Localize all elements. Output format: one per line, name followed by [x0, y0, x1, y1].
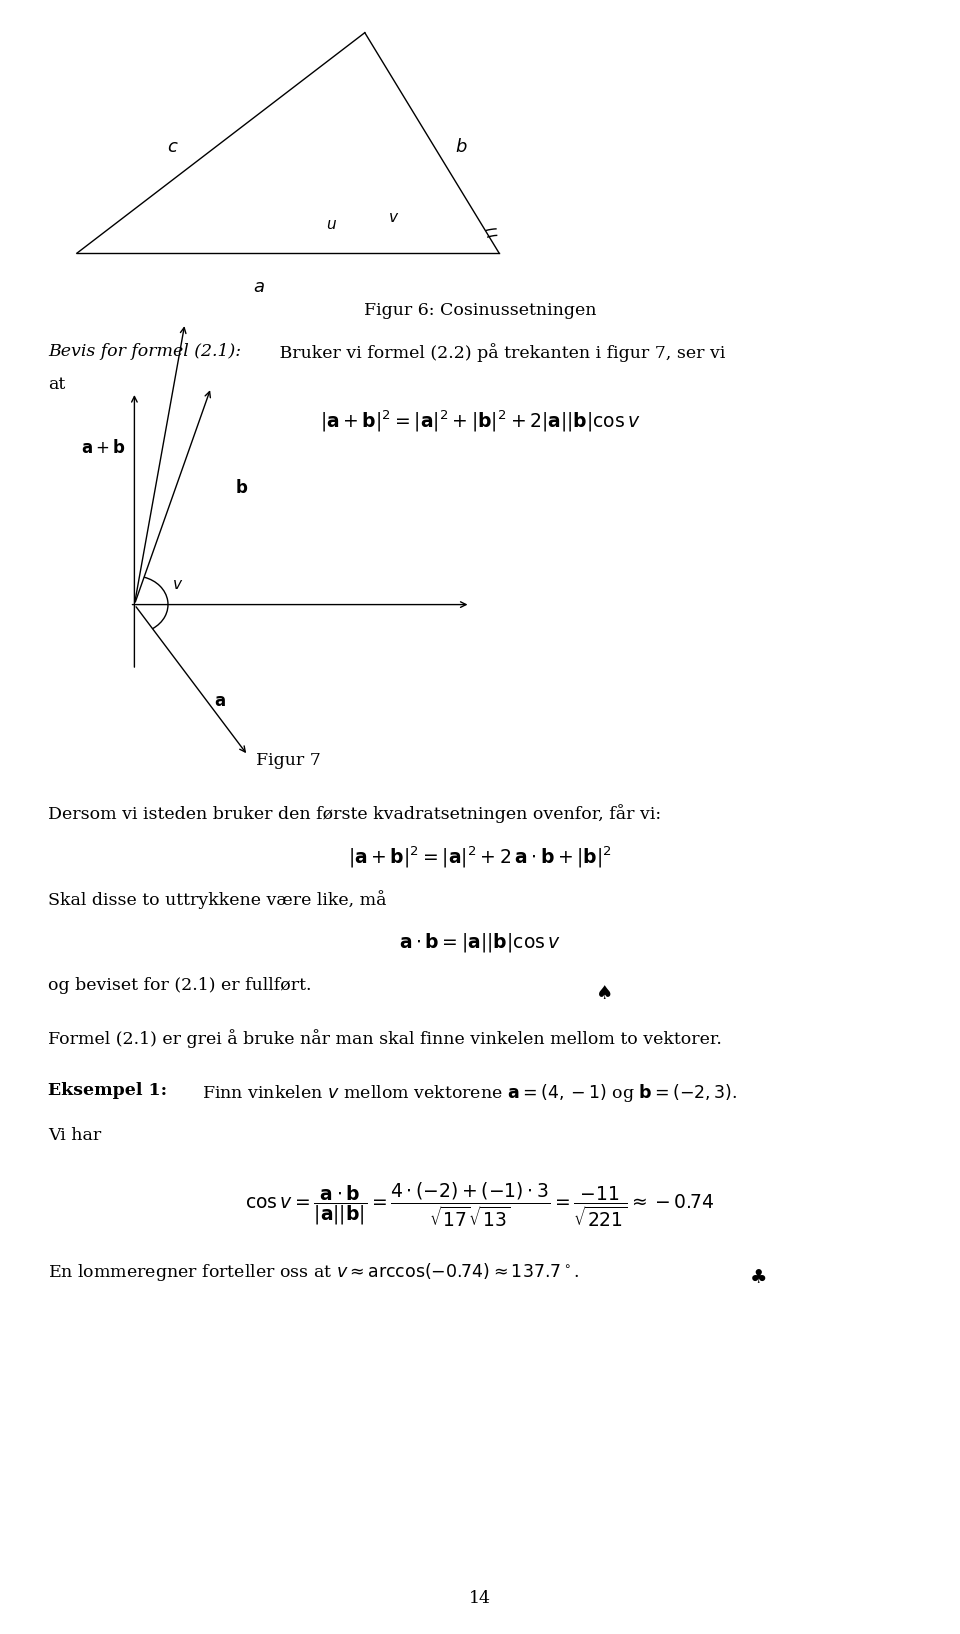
Text: Vi har: Vi har: [48, 1127, 101, 1144]
Text: og beviset for (2.1) er fullført.: og beviset for (2.1) er fullført.: [48, 977, 311, 993]
Text: $c$: $c$: [167, 137, 179, 157]
Text: Bevis for formel (2.1):: Bevis for formel (2.1):: [48, 343, 241, 359]
Text: $b$: $b$: [454, 137, 468, 157]
Text: $\clubsuit$: $\clubsuit$: [749, 1270, 766, 1288]
Text: at: at: [48, 376, 65, 392]
Text: $|\mathbf{a} + \mathbf{b}|^2 = |\mathbf{a}|^2 + 2\,\mathbf{a} \cdot \mathbf{b} +: $|\mathbf{a} + \mathbf{b}|^2 = |\mathbf{…: [348, 845, 612, 871]
Text: $|\mathbf{a} + \mathbf{b}|^2 = |\mathbf{a}|^2 + |\mathbf{b}|^2 + 2|\mathbf{a}||\: $|\mathbf{a} + \mathbf{b}|^2 = |\mathbf{…: [320, 408, 640, 435]
Text: Bruker vi formel (2.2) på trekanten i figur 7, ser vi: Bruker vi formel (2.2) på trekanten i fi…: [274, 343, 725, 363]
Text: Eksempel 1:: Eksempel 1:: [48, 1082, 167, 1098]
Text: Finn vinkelen $v$ mellom vektorene $\mathbf{a} = (4, -1)$ og $\mathbf{b} = (-2, : Finn vinkelen $v$ mellom vektorene $\mat…: [202, 1082, 737, 1103]
Text: $\mathbf{b}$: $\mathbf{b}$: [235, 479, 249, 497]
Text: $a$: $a$: [253, 278, 265, 296]
Text: $\spadesuit$: $\spadesuit$: [595, 985, 612, 1003]
Text: $\mathbf{a} \cdot \mathbf{b} = |\mathbf{a}||\mathbf{b}| \cos v$: $\mathbf{a} \cdot \mathbf{b} = |\mathbf{…: [399, 931, 561, 954]
Text: $u$: $u$: [325, 217, 337, 232]
Text: Figur 7: Figur 7: [255, 752, 321, 768]
Text: Formel (2.1) er grei å bruke når man skal finne vinkelen mellom to vektorer.: Formel (2.1) er grei å bruke når man ska…: [48, 1029, 722, 1049]
Text: $\cos v = \dfrac{\mathbf{a} \cdot \mathbf{b}}{|\mathbf{a}||\mathbf{b}|} = \dfrac: $\cos v = \dfrac{\mathbf{a} \cdot \mathb…: [245, 1181, 715, 1229]
Text: En lommeregner forteller oss at $v \approx \arccos(-0.74) \approx 137.7^\circ$.: En lommeregner forteller oss at $v \appr…: [48, 1261, 580, 1283]
Text: Dersom vi isteden bruker den første kvadratsetningen ovenfor, får vi:: Dersom vi isteden bruker den første kvad…: [48, 804, 661, 824]
Text: $\mathbf{a}$: $\mathbf{a}$: [214, 693, 226, 711]
Text: $v$: $v$: [388, 211, 399, 225]
Text: $v$: $v$: [172, 577, 183, 592]
Text: Skal disse to uttrykkene være like, må: Skal disse to uttrykkene være like, må: [48, 891, 387, 910]
Text: Figur 6: Cosinussetningen: Figur 6: Cosinussetningen: [364, 302, 596, 319]
Text: 14: 14: [469, 1590, 491, 1606]
Text: $\mathbf{a} + \mathbf{b}$: $\mathbf{a} + \mathbf{b}$: [81, 438, 126, 456]
